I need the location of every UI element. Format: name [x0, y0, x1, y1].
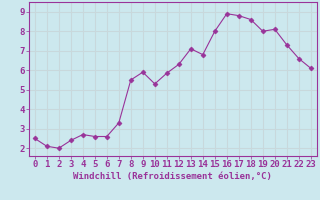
X-axis label: Windchill (Refroidissement éolien,°C): Windchill (Refroidissement éolien,°C) — [73, 172, 272, 181]
